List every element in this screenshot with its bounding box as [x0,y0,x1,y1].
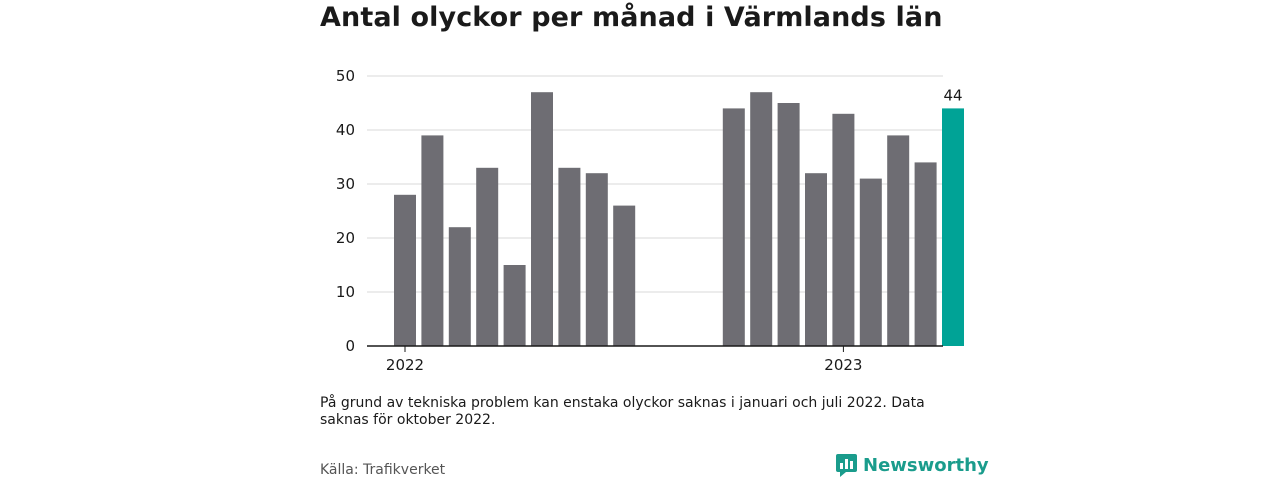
newsworthy-logo-icon [836,454,857,477]
bars [394,92,964,347]
newsworthy-brand[interactable]: Newsworthy [836,454,989,477]
y-tick-label: 50 [336,67,355,85]
bar [531,92,553,346]
brand-name: Newsworthy [863,455,989,476]
bar [805,173,827,346]
x-tick-label: 2023 [824,356,862,374]
bar [914,162,937,346]
bar [558,167,581,346]
bar [613,205,636,346]
y-tick-label: 30 [336,175,355,193]
highlight-value-label: 44 [943,86,962,104]
annotations: 44 [943,86,962,104]
bar [722,108,745,347]
bar [750,92,773,346]
y-tick-label: 10 [336,283,355,301]
bar [859,178,882,346]
bar [887,135,910,346]
bar [476,167,499,346]
bar [503,265,526,346]
bar [394,194,416,346]
y-tick-label: 20 [336,229,355,247]
chart-note: På grund av tekniska problem kan enstaka… [320,395,925,428]
y-tick-label: 40 [336,121,355,139]
x-axis-tick-labels: 2022 2023 [386,346,862,374]
bar [421,135,444,346]
y-axis-tick-labels: 0 10 20 30 40 50 [336,67,355,355]
chart-title: Antal olyckor per månad i Värmlands län [320,2,943,33]
x-tick-label: 2022 [386,356,424,374]
source-text: Källa: Trafikverket [320,462,446,478]
bar [777,103,800,346]
bar [832,113,855,346]
bar [585,173,608,346]
y-tick-label: 0 [345,337,355,355]
bar-highlight [942,108,964,347]
bar [448,227,471,346]
